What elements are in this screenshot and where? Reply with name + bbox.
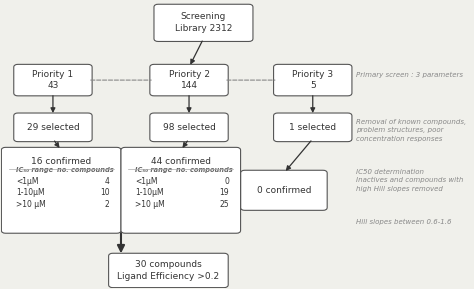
Text: 2: 2	[105, 200, 109, 209]
Text: 10: 10	[100, 188, 109, 197]
FancyBboxPatch shape	[109, 253, 228, 288]
Text: no. compounds: no. compounds	[57, 167, 114, 173]
FancyBboxPatch shape	[150, 64, 228, 96]
Text: 0: 0	[224, 177, 229, 186]
FancyBboxPatch shape	[154, 4, 253, 41]
Text: IC₅₀ range: IC₅₀ range	[136, 167, 173, 173]
Text: >10 μM: >10 μM	[16, 200, 46, 209]
Text: 25: 25	[219, 200, 229, 209]
Text: Removal of known compounds,
problem structures, poor
concentration responses: Removal of known compounds, problem stru…	[356, 119, 466, 142]
Text: Screening
Library 2312: Screening Library 2312	[175, 12, 232, 33]
Text: Hill slopes between 0.6-1.6: Hill slopes between 0.6-1.6	[356, 219, 452, 225]
Text: 19: 19	[219, 188, 229, 197]
Text: IC₅₀ range: IC₅₀ range	[16, 167, 53, 173]
Text: 1-10μM: 1-10μM	[136, 188, 164, 197]
Text: Priority 1
43: Priority 1 43	[32, 70, 73, 90]
Text: 30 compounds
Ligand Efficiency >0.2: 30 compounds Ligand Efficiency >0.2	[118, 260, 219, 281]
Text: Priority 3
5: Priority 3 5	[292, 70, 333, 90]
Text: Priority 2
144: Priority 2 144	[169, 70, 210, 90]
FancyBboxPatch shape	[1, 147, 121, 233]
Text: 98 selected: 98 selected	[163, 123, 216, 132]
Text: 0 confirmed: 0 confirmed	[256, 186, 311, 195]
Text: IC50 determination
Inactives and compounds with
high Hill slopes removed: IC50 determination Inactives and compoun…	[356, 169, 464, 192]
Text: Primary screen : 3 parameters: Primary screen : 3 parameters	[356, 71, 463, 78]
FancyBboxPatch shape	[121, 147, 241, 233]
Text: >10 μM: >10 μM	[136, 200, 165, 209]
Text: 16 confirmed: 16 confirmed	[31, 157, 91, 166]
FancyBboxPatch shape	[241, 170, 327, 210]
Text: 4: 4	[105, 177, 109, 186]
Text: <1μM: <1μM	[16, 177, 38, 186]
Text: 1 selected: 1 selected	[289, 123, 337, 132]
Text: 1-10μM: 1-10μM	[16, 188, 45, 197]
FancyBboxPatch shape	[273, 113, 352, 142]
Text: <1μM: <1μM	[136, 177, 158, 186]
Text: no. compounds: no. compounds	[176, 167, 233, 173]
FancyBboxPatch shape	[14, 113, 92, 142]
FancyBboxPatch shape	[273, 64, 352, 96]
FancyBboxPatch shape	[14, 64, 92, 96]
FancyBboxPatch shape	[150, 113, 228, 142]
Text: 44 confirmed: 44 confirmed	[151, 157, 211, 166]
Text: 29 selected: 29 selected	[27, 123, 79, 132]
